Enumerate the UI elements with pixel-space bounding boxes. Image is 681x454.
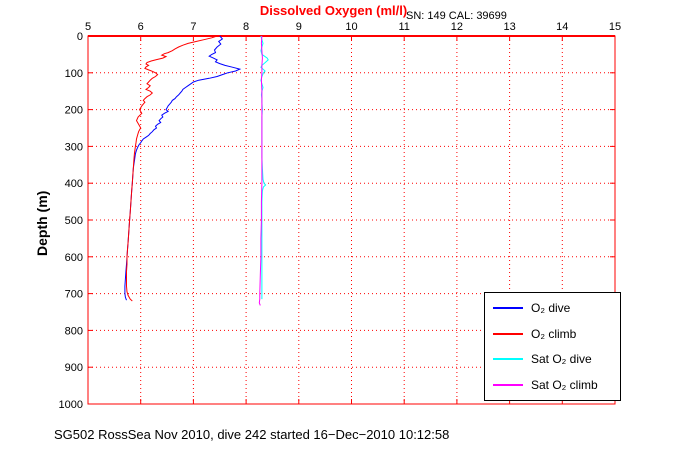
x-tick-label: 7 (190, 21, 196, 33)
legend-entry-sat-o2-climb: Sat O₂ climb (485, 373, 620, 397)
legend-label: O₂ climb (531, 326, 577, 341)
legend-line-sample (493, 332, 523, 335)
sn-cal-annotation: SN: 149 CAL: 39699 (406, 10, 507, 22)
legend-line-sample (493, 384, 523, 387)
chart-title: Dissolved Oxygen (ml/l) (259, 3, 408, 18)
x-tick-label: 12 (451, 21, 463, 33)
x-tick-label: 5 (85, 21, 91, 33)
legend: O₂ dive O₂ climb Sat O₂ dive Sat O₂ climb (484, 292, 621, 401)
legend-line-sample (493, 306, 523, 309)
legend-label: Sat O₂ dive (531, 352, 592, 367)
y-tick-label: 700 (65, 289, 83, 301)
x-tick-label: 10 (345, 21, 357, 33)
y-tick-label: 600 (65, 252, 83, 264)
series-sat-o2-climb-line (258, 35, 263, 306)
legend-label: O₂ dive (531, 300, 571, 315)
x-tick-label: 14 (556, 21, 568, 33)
legend-line-sample (493, 358, 523, 361)
y-tick-label: 300 (65, 141, 83, 153)
y-tick-label: 1000 (59, 399, 83, 411)
y-tick-label: 800 (65, 325, 83, 337)
legend-label: Sat O₂ climb (531, 378, 598, 393)
y-tick-label: 500 (65, 215, 83, 227)
legend-entry-o2-dive: O₂ dive (485, 296, 620, 320)
x-tick-label: 15 (609, 21, 621, 33)
legend-entry-o2-climb: O₂ climb (485, 322, 620, 346)
y-tick-label: 200 (65, 105, 83, 117)
series-o2-dive-line (124, 35, 242, 301)
x-tick-label: 11 (398, 21, 409, 33)
y-tick-label: 400 (65, 178, 83, 190)
x-tick-label: 6 (138, 21, 144, 33)
x-tick-label: 13 (503, 21, 515, 33)
figure-caption: SG502 RossSea Nov 2010, dive 242 started… (54, 427, 450, 442)
x-tick-label: 9 (296, 21, 302, 33)
series-o2-climb-line (126, 35, 218, 302)
y-tick-label: 900 (65, 362, 83, 374)
legend-entry-sat-o2-dive: Sat O₂ dive (485, 347, 620, 371)
y-tick-label: 100 (65, 68, 83, 80)
y-tick-label: 0 (77, 31, 83, 43)
x-tick-label: 8 (243, 21, 249, 33)
y-axis-label: Depth (m) (34, 190, 50, 256)
